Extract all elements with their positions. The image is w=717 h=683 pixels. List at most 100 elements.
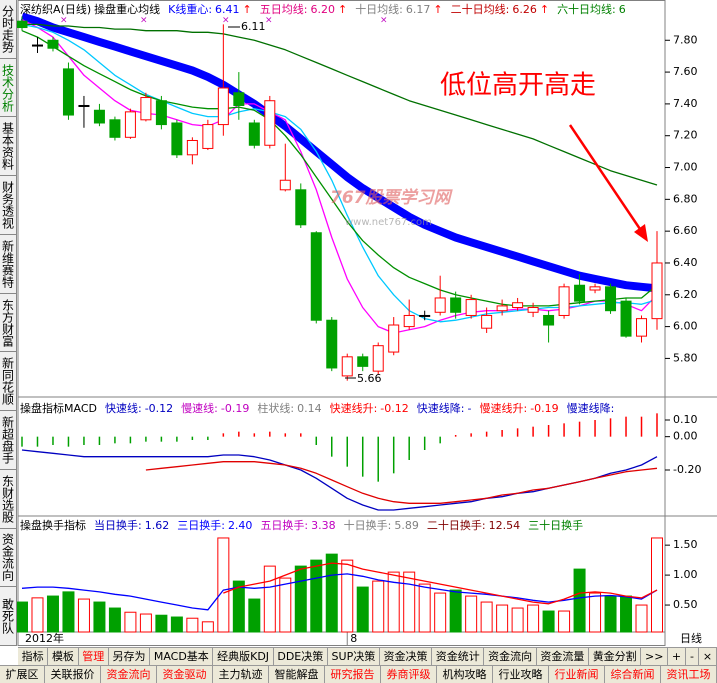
side-tab[interactable]: 分时走势 [0, 0, 17, 59]
bar [573, 568, 586, 633]
bottom-tab[interactable]: 机构攻略 [437, 665, 493, 683]
side-tab[interactable]: 新同花顺 [0, 352, 17, 412]
candle-body [357, 356, 369, 367]
legend-name: 五日换手: [260, 519, 309, 532]
bar [139, 613, 152, 633]
bar [604, 595, 617, 633]
candle-body [78, 104, 90, 107]
candle-body [434, 297, 446, 313]
toolbar-tab[interactable]: 资金统计 [432, 647, 485, 665]
legend-value: 5.89 [394, 519, 419, 532]
toolbar-tab[interactable]: 资金决策 [379, 647, 433, 665]
toolbar-tab[interactable]: 黄金分割 [589, 647, 642, 665]
bar [279, 577, 292, 633]
toolbar-tab[interactable]: MACD基本 [150, 647, 214, 665]
bottom-tab[interactable]: 券商评级 [381, 665, 437, 683]
bar [232, 580, 245, 633]
legend-value: -0.19 [530, 402, 559, 415]
legend-value: 6 [618, 3, 626, 16]
line-series [21, 573, 658, 611]
line-series [223, 562, 658, 605]
bar [341, 559, 354, 633]
toolbar-tab[interactable]: SUP决策 [327, 647, 380, 665]
bar [418, 583, 431, 633]
bar [527, 604, 540, 633]
price-annotation: 5.66 [357, 372, 382, 385]
toolbar-tab[interactable]: DDE决策 [273, 647, 328, 665]
side-tab[interactable]: 新维赛特 [0, 234, 17, 294]
side-tab[interactable]: 技术分析 [0, 58, 17, 118]
legend-name: 三日换手: [177, 519, 225, 532]
controls: + - × [668, 647, 717, 665]
toolbar-tab[interactable]: 资金流向 [484, 647, 537, 665]
svg-text:×: × [265, 16, 273, 26]
control-button[interactable]: - [686, 647, 699, 665]
candle-body [124, 111, 136, 138]
bar [465, 595, 478, 633]
candle-body [589, 286, 601, 291]
side-tab[interactable]: 东方财富 [0, 293, 17, 353]
candle-body [620, 300, 632, 337]
candle-body [372, 345, 384, 372]
svg-text:×: × [380, 16, 388, 26]
bottom-tab[interactable]: 扩展区 [0, 665, 45, 683]
bottom-tab[interactable]: 智能解盘 [269, 665, 325, 683]
candle-body [248, 122, 260, 146]
legend-value: -0.12 [380, 402, 409, 415]
bottom-tab[interactable]: 资金驱动 [157, 665, 213, 683]
panel-title: 操盘指标MACD [20, 402, 97, 415]
bar [155, 614, 168, 633]
legend-name: 五日均线: [259, 3, 308, 16]
bottom-tab[interactable]: 研究报告 [325, 665, 381, 683]
toolbar-tab[interactable]: >> [641, 647, 669, 665]
candle-body [326, 319, 338, 369]
bar [310, 559, 323, 633]
side-tab[interactable]: 东财选股 [0, 469, 17, 529]
candle-body [16, 20, 28, 29]
toolbar-tab[interactable]: 管理 [78, 647, 109, 665]
candle-body [264, 100, 276, 146]
bottom-tab[interactable]: 行业新闻 [549, 665, 605, 683]
bottom-tab[interactable]: 资讯工场 [661, 665, 717, 683]
side-tab[interactable]: 财务透视 [0, 176, 17, 235]
bottom-tab[interactable]: 综合新闻 [605, 665, 661, 683]
y-tick-label: 0.10 [673, 413, 698, 426]
bar [186, 617, 199, 633]
candle-body [140, 97, 152, 121]
bottom-tab[interactable]: 资金流向 [101, 665, 157, 683]
candle-body [558, 286, 570, 316]
plot: 7.80 7.60 7.40 7.20 7.00 6.80 6.60 6.40 6.20 6.00… [16, 12, 701, 646]
legend-name: 慢速线降: [566, 402, 615, 415]
bar [387, 571, 400, 633]
toolbar-tab[interactable]: 模板 [48, 647, 79, 665]
line-series [20, 12, 658, 293]
y-tick-label: 6.20 [673, 288, 698, 301]
candle-body [109, 119, 121, 138]
side-tab[interactable]: 敢死队 [0, 587, 17, 647]
legend: 深纺织A(日线) 操盘重心均线 K线重心: 6.41 ↑ 五日均线: 6.20 ↑ 十日均线: 6… [20, 2, 663, 17]
toolbar-tab[interactable]: 另存为 [108, 647, 151, 665]
bottom-tab[interactable]: 行业攻略 [493, 665, 549, 683]
legend-name: K线重心: [168, 3, 213, 16]
y-tick-label: -0.20 [673, 463, 701, 476]
control-button[interactable]: + [668, 647, 687, 665]
control-button[interactable]: × [698, 647, 717, 665]
toolbar-tab[interactable]: 资金流量 [536, 647, 590, 665]
toolbar-tab[interactable]: 指标 [18, 647, 49, 665]
toolbar-tab[interactable]: 经典版KDJ [213, 647, 274, 665]
bottom-tab[interactable]: 关联报价 [45, 665, 101, 683]
toolbar: 指标 模板 管理 另存为 MACD基本 经典版KDJ DDE决策 SUP决策 资金决策 资金统计资… [18, 647, 669, 665]
side-tab[interactable]: 基本资料 [0, 117, 17, 177]
bar [496, 604, 509, 633]
legend-trend: ↑ [242, 3, 252, 16]
side-tab[interactable]: 资金流向 [0, 528, 17, 588]
bar [16, 601, 28, 633]
side-tab[interactable]: 新超盘手 [0, 411, 17, 470]
legend-trend: ↑ [337, 3, 348, 16]
bar [434, 592, 447, 633]
bar [46, 595, 59, 633]
bar [651, 537, 663, 633]
price-annotation: 6.11 [241, 20, 266, 33]
bottom-tab[interactable]: 主力轨迹 [213, 665, 269, 683]
